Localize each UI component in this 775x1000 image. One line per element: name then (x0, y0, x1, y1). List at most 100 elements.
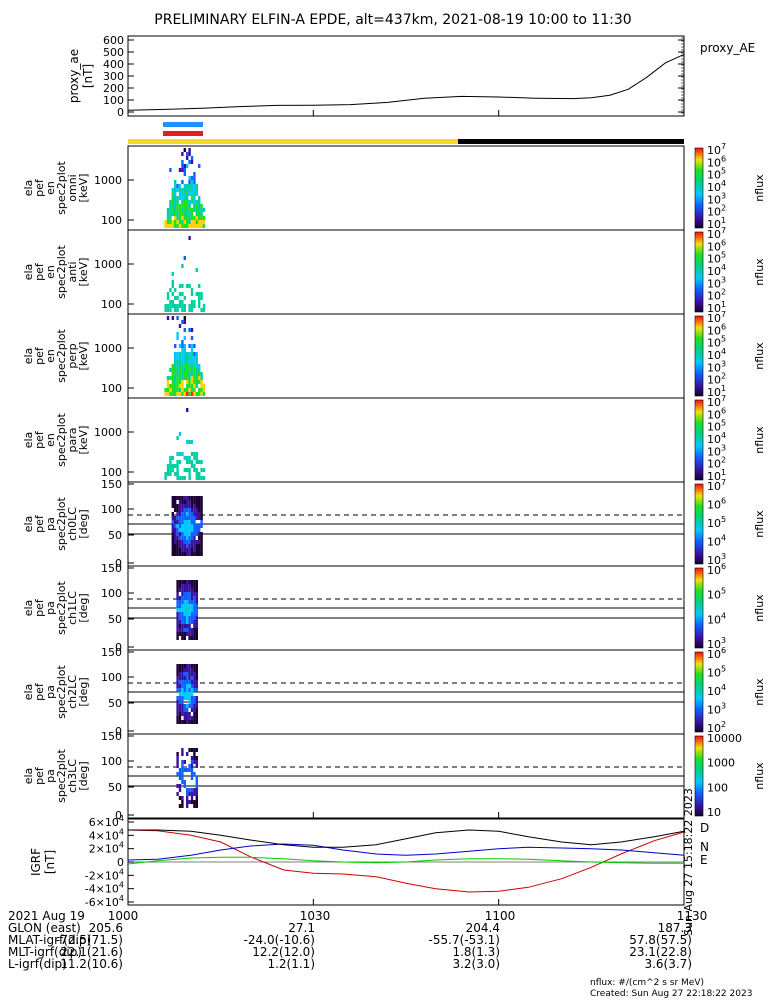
spectrogram-cell (178, 192, 182, 196)
spectrogram-cell (193, 636, 196, 640)
spectrogram-cell (183, 628, 186, 632)
spectrogram-cell (190, 156, 194, 160)
spectrogram-cell (190, 388, 194, 392)
spectrogram-cell (193, 792, 196, 796)
spectrogram-cell (188, 344, 191, 348)
spectrogram-cell (171, 376, 174, 380)
spectrogram-cell (186, 608, 189, 612)
spectrogram-cell (183, 592, 186, 596)
spectrogram-cell (195, 716, 198, 720)
spectrogram-cell (181, 672, 184, 676)
spectrogram-cell (195, 588, 198, 592)
spectrogram-cell (171, 192, 174, 196)
spectrogram-cell (193, 616, 196, 620)
spectrogram-cells (164, 148, 206, 228)
spectrogram-cell (181, 612, 184, 616)
spectrogram-cell (190, 756, 194, 760)
spectrogram-cell (178, 628, 182, 632)
spectrogram-cell (181, 380, 184, 384)
spectrogram-cell (186, 664, 189, 668)
spectrogram-cell (181, 224, 184, 228)
spectrogram-cell (188, 160, 191, 164)
spectrogram-cell (200, 388, 203, 392)
spectrogram-cell (193, 360, 196, 364)
colorbar-tick-label: 104 (707, 347, 726, 362)
spectrogram-cell (178, 664, 182, 668)
spectrogram-cell (181, 220, 184, 224)
spectrogram-cell (174, 472, 177, 476)
spectrogram-cell (190, 768, 194, 772)
spectrogram-cell (176, 596, 179, 600)
spectrogram-ylabel: spec2plot (55, 581, 68, 635)
colorbar-tick-label: 104 (707, 431, 726, 446)
spectrogram-cell (188, 632, 191, 636)
spectrogram-ylabel: [keV] (77, 342, 90, 371)
spectrogram-cell (195, 212, 198, 216)
spectrogram-cell (181, 356, 184, 360)
spectrogram-cell (198, 472, 201, 476)
spectrogram-cell (181, 624, 184, 628)
spectrogram-cell (178, 584, 182, 588)
spectrogram-cell (174, 200, 177, 204)
spectrogram-cell (190, 212, 194, 216)
spectrogram-cell (198, 532, 201, 536)
spectrogram-cell (186, 516, 189, 520)
spectrogram-cell (178, 216, 182, 220)
spectrogram-cell (188, 236, 191, 240)
annotation-row-label: L-igrf(dip) (8, 957, 67, 971)
spectrogram-cell (183, 524, 186, 528)
spectrogram-cell (200, 308, 203, 312)
spectrogram-cell (193, 380, 196, 384)
spectrogram-cell (193, 504, 196, 508)
spectrogram-cell (186, 800, 189, 804)
spectrogram-cell (174, 528, 177, 532)
spectrogram-cell (183, 676, 186, 680)
spectrogram-cell (198, 364, 201, 368)
spectrogram-cell (195, 356, 198, 360)
spectrogram-cell (178, 772, 182, 776)
spectrogram-cell (174, 540, 177, 544)
spectrogram-cell (195, 780, 198, 784)
spectrogram-y-tick-label: 150 (101, 562, 122, 575)
spectrogram-cell (188, 584, 191, 588)
spectrogram-cell (171, 456, 174, 460)
spectrogram-cell (183, 348, 186, 352)
spectrogram-cell (188, 624, 191, 628)
spectrogram-cell (190, 608, 194, 612)
spectrogram-cell (186, 604, 189, 608)
spectrogram-cell (181, 384, 184, 388)
spectrogram-cell (174, 216, 177, 220)
annotation-row-label: 2021 Aug 19 (8, 909, 85, 923)
spectrogram-cell (178, 700, 182, 704)
spectrogram-cell (198, 548, 201, 552)
spectrogram-cell (186, 376, 189, 380)
ae-y-tick-label: 200 (103, 82, 124, 95)
spectrogram-cell (174, 552, 177, 556)
spectrogram-cell (188, 180, 191, 184)
spectrogram-cell (181, 364, 184, 368)
colorbar-label: nflux (753, 762, 766, 790)
spectrogram-cell (193, 500, 196, 504)
spectrogram-cell (183, 256, 186, 260)
spectrogram-cell (190, 552, 194, 556)
spectrogram-cell (166, 388, 170, 392)
spectrogram-y-tick-label: 100 (101, 587, 122, 600)
spectrogram-cell (193, 760, 196, 764)
spectrogram-cell (181, 592, 184, 596)
ae-y-tick-label: 300 (103, 70, 124, 83)
spectrogram-cell (166, 316, 170, 320)
spectrogram-cells (164, 316, 206, 396)
spectrogram-cell (198, 552, 201, 556)
spectrogram-cell (190, 356, 194, 360)
spectrogram-cell (183, 712, 186, 716)
spectrogram-cell (176, 352, 179, 356)
spectrogram-cell (198, 372, 201, 376)
spectrogram-cell (183, 368, 186, 372)
spectrogram-cell (190, 668, 194, 672)
spectrogram-cell (193, 372, 196, 376)
spectrogram-cell (174, 544, 177, 548)
spectrogram-cell (193, 752, 196, 756)
spectrogram-cell (190, 612, 194, 616)
spectrogram-cell (186, 208, 189, 212)
spectrogram-cell (176, 508, 179, 512)
